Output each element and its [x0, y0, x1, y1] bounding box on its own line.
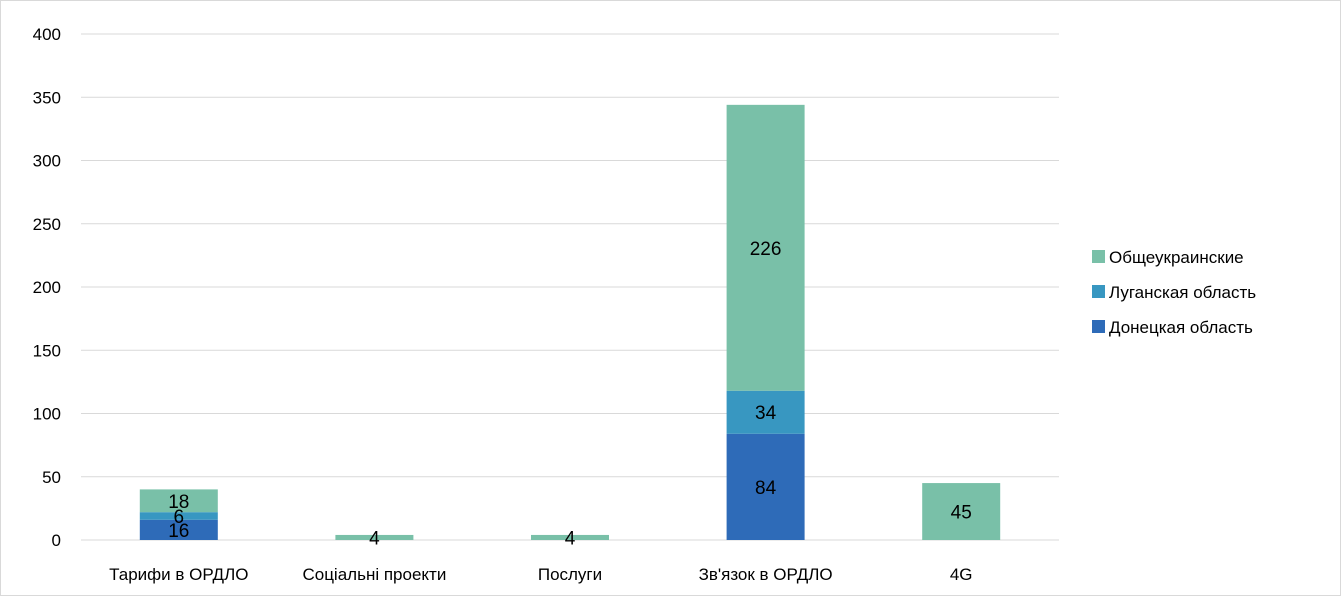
gridlines [81, 33, 1059, 541]
y-tick-label: 300 [33, 152, 61, 171]
data-label: 226 [750, 239, 782, 260]
y-tick-label: 400 [33, 25, 61, 44]
x-tick-label: Соціальні проекти [302, 565, 446, 584]
x-tick-label: 4G [950, 565, 973, 584]
bar-segment [726, 433, 805, 540]
bar-segment [139, 512, 218, 520]
legend-swatch [1092, 285, 1105, 298]
bars [139, 104, 1001, 540]
bar-segment [726, 390, 805, 434]
y-tick-label: 250 [33, 215, 61, 234]
y-tick-label: 50 [42, 468, 61, 487]
legend-item: Донецкая область [1092, 318, 1253, 337]
data-label: 6 [174, 507, 185, 528]
x-tick-label: Зв'язок в ОРДЛО [699, 565, 833, 584]
bar-segment [922, 483, 1001, 540]
data-label: 45 [951, 503, 972, 524]
bar-segment [139, 489, 218, 513]
legend-label: Луганская область [1109, 283, 1256, 302]
bar-segment [726, 104, 805, 391]
data-label: 34 [755, 403, 777, 424]
x-axis-tick-labels: Тарифи в ОРДЛО Соціальні проекти Послуги Зв… [109, 565, 972, 584]
y-axis-tick-labels: 0 50 100 150 200 250 300 350 400 [33, 25, 61, 550]
legend-swatch [1092, 320, 1105, 333]
legend: Общеукраинские Луганская область Донецкая … [1092, 248, 1256, 337]
x-tick-label: Тарифи в ОРДЛО [109, 565, 248, 584]
data-label: 84 [755, 478, 777, 499]
legend-label: Общеукраинские [1109, 248, 1244, 267]
bar-segment [531, 534, 609, 540]
x-tick-label: Послуги [538, 565, 602, 584]
y-tick-label: 100 [33, 405, 61, 424]
y-tick-label: 350 [33, 88, 61, 107]
data-label: 4 [565, 528, 576, 549]
data-label: 18 [168, 492, 189, 513]
data-label: 16 [168, 521, 189, 542]
y-tick-label: 0 [52, 531, 61, 550]
bar-segment [335, 534, 414, 540]
y-tick-label: 150 [33, 341, 61, 360]
bar-segment [139, 519, 218, 540]
legend-item: Луганская область [1092, 283, 1256, 302]
data-label: 4 [369, 528, 380, 549]
legend-label: Донецкая область [1109, 318, 1253, 337]
y-tick-label: 200 [33, 278, 61, 297]
legend-swatch [1092, 250, 1105, 263]
legend-item: Общеукраинские [1092, 248, 1244, 267]
